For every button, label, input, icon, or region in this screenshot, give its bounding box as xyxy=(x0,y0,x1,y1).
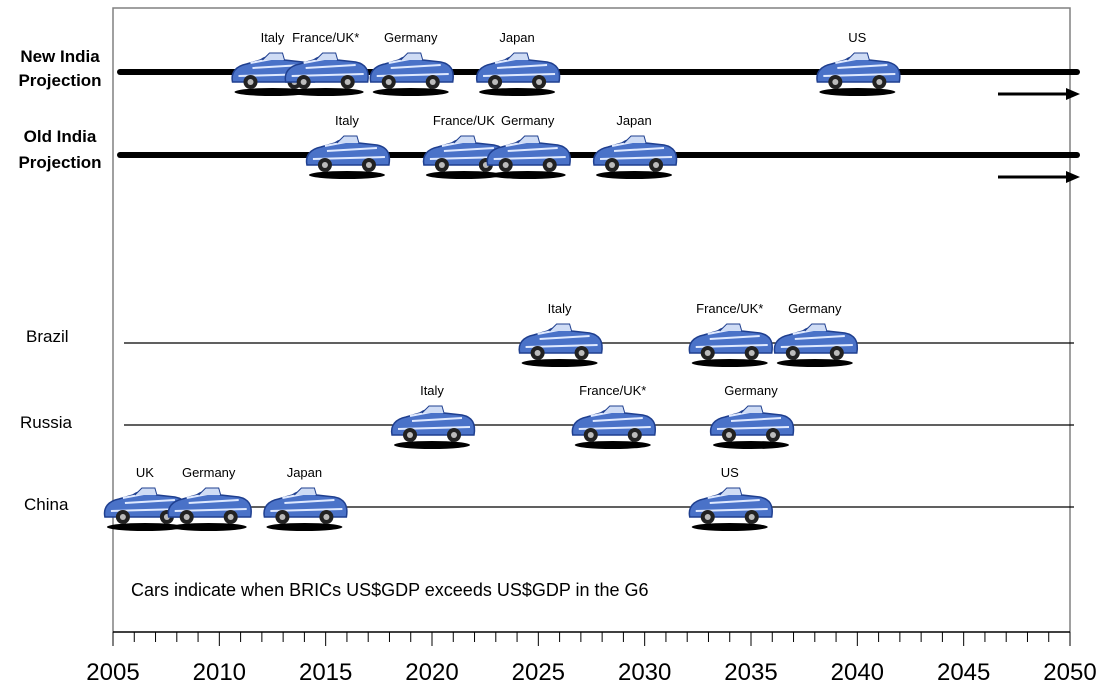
russia-france-uk-label: France/UK* xyxy=(579,383,646,398)
china-us-label: US xyxy=(721,465,739,480)
car-new-india-projection-germany xyxy=(369,52,454,96)
car-brazil-france-uk xyxy=(688,323,773,367)
brazil-france-uk-label: France/UK* xyxy=(696,301,763,316)
car-china-us xyxy=(688,487,773,531)
car-new-india-projection-us xyxy=(816,52,901,96)
brazil-label: Brazil xyxy=(26,327,69,346)
brazil-italy-label: Italy xyxy=(548,301,572,316)
china-germany-label: Germany xyxy=(182,465,236,480)
x-tick-label-2025: 2025 xyxy=(512,659,565,686)
china-uk-label: UK xyxy=(136,465,154,480)
annotation-text: Cars indicate when BRICs US$GDP exceeds … xyxy=(131,580,649,600)
x-tick-label-2040: 2040 xyxy=(831,659,884,686)
plot-frame xyxy=(112,7,1071,632)
car-china-germany xyxy=(167,487,252,531)
new-india-projection-arrow-head xyxy=(1066,88,1080,100)
old-india-projection-japan-label: Japan xyxy=(616,113,651,128)
x-tick-label-2030: 2030 xyxy=(618,659,671,686)
car-brazil-italy xyxy=(518,323,603,367)
new-india-projection-germany-label: Germany xyxy=(384,30,438,45)
car-russia-france-uk xyxy=(571,405,656,449)
car-china-japan xyxy=(263,487,348,531)
brazil-germany-label: Germany xyxy=(788,301,842,316)
old-india-projection-label: Old India Projection xyxy=(18,127,101,172)
x-tick-label-2050: 2050 xyxy=(1043,659,1096,686)
china-label: China xyxy=(24,495,69,514)
car-old-india-projection-germany xyxy=(486,135,571,179)
car-old-india-projection-italy xyxy=(305,135,391,179)
car-russia-italy xyxy=(390,405,476,449)
old-india-projection-france-uk-label: France/UK xyxy=(433,113,495,128)
x-tick-label-2010: 2010 xyxy=(193,659,246,686)
car-new-india-projection-japan xyxy=(475,52,561,96)
old-india-projection-italy-label: Italy xyxy=(335,113,359,128)
old-india-projection-germany-label: Germany xyxy=(501,113,555,128)
new-india-projection-italy-label: Italy xyxy=(261,30,285,45)
x-tick-label-2045: 2045 xyxy=(937,659,990,686)
x-tick-label-2035: 2035 xyxy=(724,659,777,686)
new-india-projection-japan-label: Japan xyxy=(499,30,534,45)
car-brazil-germany xyxy=(773,323,859,367)
old-india-projection-arrow-head xyxy=(1066,171,1080,183)
x-tick-label-2020: 2020 xyxy=(405,659,458,686)
car-russia-germany xyxy=(709,405,795,449)
car-old-india-projection-japan xyxy=(592,135,678,179)
russia-italy-label: Italy xyxy=(420,383,444,398)
russia-germany-label: Germany xyxy=(724,383,778,398)
new-india-projection-label: New India Projection xyxy=(18,47,101,90)
russia-label: Russia xyxy=(20,413,73,432)
new-india-projection-france-uk-label: France/UK* xyxy=(292,30,359,45)
new-india-projection-us-label: US xyxy=(848,30,866,45)
car-new-india-projection-france-uk xyxy=(284,52,369,96)
china-japan-label: Japan xyxy=(287,465,322,480)
x-tick-label-2005: 2005 xyxy=(86,659,139,686)
x-tick-label-2015: 2015 xyxy=(299,659,352,686)
car-old-india-projection-france-uk xyxy=(422,135,508,179)
car-china-uk xyxy=(103,487,189,531)
